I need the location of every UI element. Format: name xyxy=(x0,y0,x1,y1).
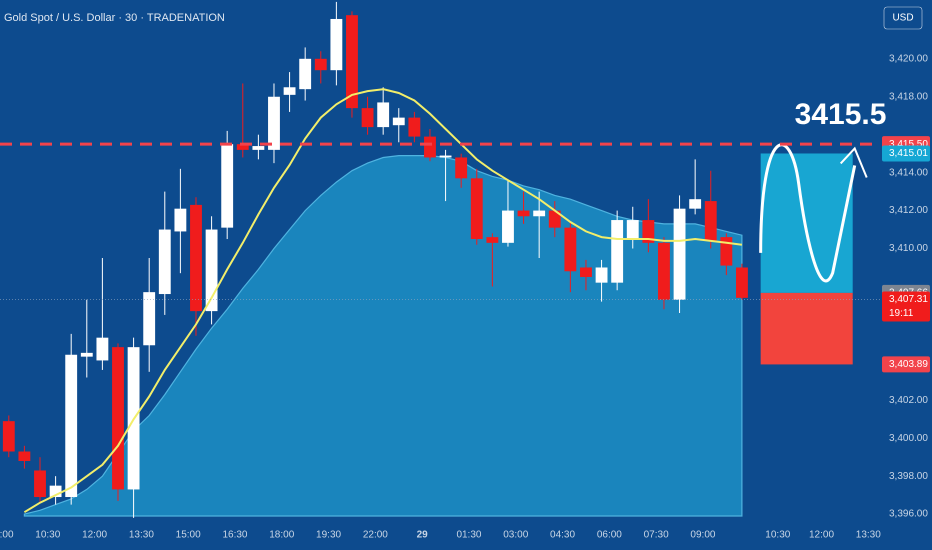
x-tick-label: 06:00 xyxy=(597,530,622,541)
x-tick-label: 04:30 xyxy=(550,530,575,541)
candle-body xyxy=(158,229,171,295)
price-badge-label: 3,407.31 xyxy=(889,294,928,305)
candle-body xyxy=(424,136,436,158)
projection-arrow xyxy=(839,146,868,178)
x-tick-label: 01:30 xyxy=(456,530,481,541)
candle-body xyxy=(314,58,327,71)
plot-area xyxy=(2,1,748,518)
candle-body xyxy=(720,237,733,266)
x-tick-label: 16:30 xyxy=(222,530,247,541)
x-tick-label: 10:30 xyxy=(35,530,60,541)
candle-body xyxy=(34,470,46,498)
x-tick-label: 03:00 xyxy=(503,530,528,541)
candle-body xyxy=(533,210,546,217)
candle-body xyxy=(221,144,234,228)
candle-body xyxy=(658,242,670,300)
area xyxy=(23,155,743,517)
candle-body xyxy=(580,267,592,277)
candle-body xyxy=(548,210,561,228)
candle-body xyxy=(502,210,514,243)
candle-body xyxy=(486,237,499,243)
candle-body xyxy=(689,199,702,209)
target-annotation: 3415.5 xyxy=(795,98,887,131)
projection-up xyxy=(760,153,853,293)
candle-body xyxy=(611,220,624,283)
projection-path xyxy=(759,143,857,283)
x-tick-label: 13:30 xyxy=(129,530,154,541)
x-tick-label: 29 xyxy=(417,530,429,541)
price-badge xyxy=(882,356,930,373)
x-tick-label: 09:00 xyxy=(690,530,715,541)
countdown: 19:11 xyxy=(889,308,914,319)
candle-body xyxy=(143,292,156,346)
x-tick-label: 22:00 xyxy=(363,530,388,541)
price-badge-label: 3,403.89 xyxy=(889,359,928,370)
x-tick-label: 09:00 xyxy=(0,530,14,541)
candle-body xyxy=(18,451,31,461)
candle-body xyxy=(283,87,296,95)
y-tick-label: 3,396.00 xyxy=(889,509,928,520)
candle-body xyxy=(595,267,608,283)
candle-body xyxy=(205,229,218,312)
y-tick-label: 3,418.00 xyxy=(889,91,928,102)
y-tick-label: 3,410.00 xyxy=(889,243,928,254)
price-badge-label: 3,415.01 xyxy=(889,148,928,159)
x-tick-label: 12:00 xyxy=(809,530,834,541)
candle-body xyxy=(377,102,390,128)
candle-body xyxy=(299,58,312,90)
candle-body xyxy=(96,337,109,361)
candle-body xyxy=(517,210,530,217)
candle-body xyxy=(673,208,686,300)
candle-body xyxy=(190,204,202,312)
candle-body xyxy=(174,208,187,232)
candle-body xyxy=(455,157,468,179)
x-tick-label: 12:00 xyxy=(82,530,107,541)
candle-body xyxy=(439,155,452,158)
y-tick-label: 3,398.00 xyxy=(889,471,928,482)
x-tick-label: 19:30 xyxy=(316,530,341,541)
price-badge xyxy=(882,145,930,162)
projection-down xyxy=(760,292,853,365)
candle-body xyxy=(346,15,358,109)
candle-body xyxy=(49,485,62,498)
price-badge xyxy=(882,291,930,322)
candle-body xyxy=(268,96,280,150)
y-tick-label: 3,412.00 xyxy=(889,205,928,216)
currency-button[interactable] xyxy=(883,6,923,30)
candle-body xyxy=(564,227,577,272)
candle-body xyxy=(112,347,124,490)
candle-body xyxy=(330,18,343,71)
candle-body xyxy=(361,108,374,128)
moving-average xyxy=(23,88,743,514)
y-tick-label: 3,414.00 xyxy=(889,167,928,178)
chart-title: Gold Spot / U.S. Dollar · 30 · TRADENATI… xyxy=(4,12,225,24)
x-tick-label: 18:00 xyxy=(269,530,294,541)
y-tick-label: 3,400.00 xyxy=(889,433,928,444)
y-tick-label: 3,420.00 xyxy=(889,53,928,64)
y-tick-label: 3,402.00 xyxy=(889,395,928,406)
candle-body xyxy=(704,201,717,241)
candle-body xyxy=(736,267,748,298)
candle-body xyxy=(408,117,421,137)
candle-body xyxy=(80,352,93,357)
candle-body xyxy=(470,178,483,240)
x-tick-label: 07:30 xyxy=(644,530,669,541)
candle-body xyxy=(2,421,15,452)
x-tick-label: 10:30 xyxy=(765,530,790,541)
candle-body xyxy=(642,220,655,243)
x-tick-label: 13:30 xyxy=(856,530,881,541)
candle-body xyxy=(392,117,405,126)
candle-body xyxy=(65,354,78,498)
candle-body xyxy=(252,146,265,150)
candle-body xyxy=(626,220,639,240)
candle-body xyxy=(236,144,249,150)
price-badge-label: 3,415.50 xyxy=(889,139,928,150)
x-tick-label: 15:00 xyxy=(176,530,201,541)
currency[interactable]: USD xyxy=(892,13,913,24)
